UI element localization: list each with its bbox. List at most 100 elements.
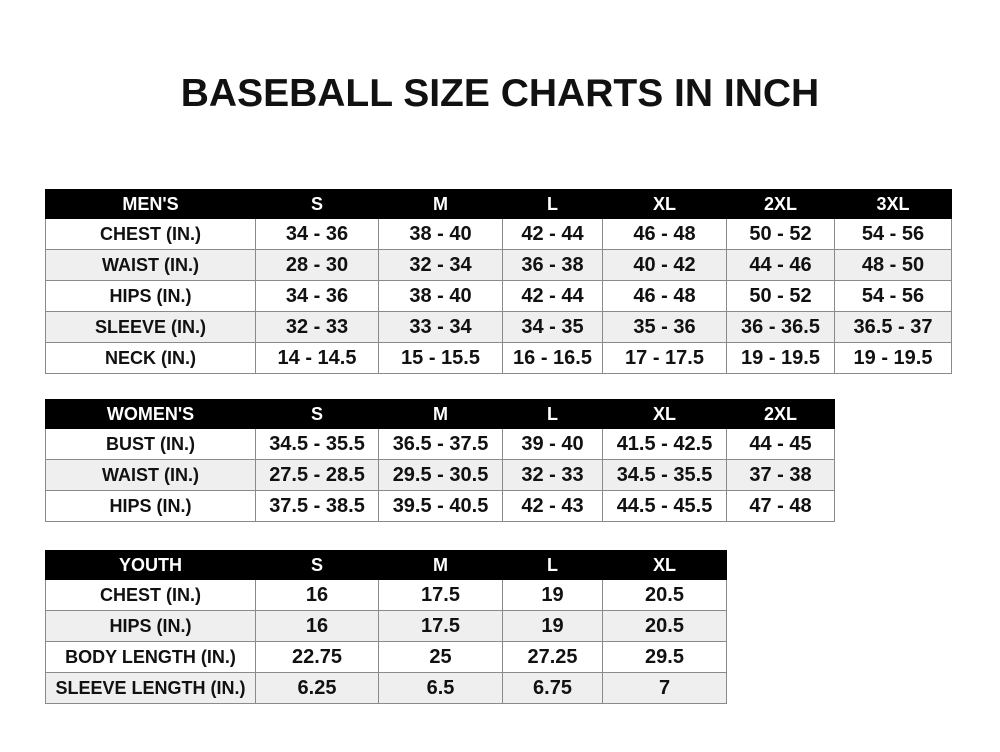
size-value: 54 - 56 (834, 280, 952, 312)
size-header: S (255, 399, 379, 429)
size-value: 17.5 (378, 579, 503, 611)
header-row: YOUTH S M L XL (45, 550, 727, 580)
size-value: 40 - 42 (602, 249, 727, 281)
size-value: 46 - 48 (602, 280, 727, 312)
table-row: WAIST (IN.) 28 - 30 32 - 34 36 - 38 40 - 42 4… (45, 249, 952, 281)
size-value: 19 - 19.5 (834, 342, 952, 374)
category-header: WOMEN'S (45, 399, 256, 429)
measurement-label: BODY LENGTH (IN.) (45, 641, 256, 673)
header-row: MEN'S S M L XL 2XL 3XL (45, 189, 952, 219)
size-value: 35 - 36 (602, 311, 727, 343)
measurement-label: SLEEVE (IN.) (45, 311, 256, 343)
table-row: HIPS (IN.) 34 - 36 38 - 40 42 - 44 46 - 48 50… (45, 280, 952, 312)
size-value: 46 - 48 (602, 218, 727, 250)
measurement-label: CHEST (IN.) (45, 579, 256, 611)
size-value: 16 (255, 610, 379, 642)
size-header: S (255, 550, 379, 580)
measurement-label: SLEEVE LENGTH (IN.) (45, 672, 256, 704)
size-value: 20.5 (602, 610, 727, 642)
youth-size-table: YOUTH S M L XL CHEST (IN.) 16 17.5 19 20.5 HIPS (I… (45, 550, 727, 704)
size-value: 16 (255, 579, 379, 611)
size-value: 54 - 56 (834, 218, 952, 250)
size-header: M (378, 189, 503, 219)
size-value: 15 - 15.5 (378, 342, 503, 374)
table-row: BODY LENGTH (IN.) 22.75 25 27.25 29.5 (45, 641, 727, 673)
size-value: 6.25 (255, 672, 379, 704)
size-value: 34.5 - 35.5 (255, 428, 379, 460)
size-header: L (502, 399, 603, 429)
table-row: NECK (IN.) 14 - 14.5 15 - 15.5 16 - 16.5 17 … (45, 342, 952, 374)
measurement-label: HIPS (IN.) (45, 610, 256, 642)
size-header: M (378, 550, 503, 580)
size-header: XL (602, 189, 727, 219)
size-value: 34.5 - 35.5 (602, 459, 727, 491)
size-value: 42 - 44 (502, 218, 603, 250)
size-value: 14 - 14.5 (255, 342, 379, 374)
size-value: 36 - 36.5 (726, 311, 835, 343)
size-value: 6.5 (378, 672, 503, 704)
measurement-label: WAIST (IN.) (45, 249, 256, 281)
size-value: 50 - 52 (726, 280, 835, 312)
measurement-label: NECK (IN.) (45, 342, 256, 374)
size-value: 22.75 (255, 641, 379, 673)
size-value: 20.5 (602, 579, 727, 611)
size-value: 27.5 - 28.5 (255, 459, 379, 491)
measurement-label: BUST (IN.) (45, 428, 256, 460)
size-header: L (502, 189, 603, 219)
size-value: 33 - 34 (378, 311, 503, 343)
size-value: 44 - 45 (726, 428, 835, 460)
size-header: 3XL (834, 189, 952, 219)
size-value: 48 - 50 (834, 249, 952, 281)
size-header: 2XL (726, 399, 835, 429)
table-row: CHEST (IN.) 16 17.5 19 20.5 (45, 579, 727, 611)
size-value: 27.25 (502, 641, 603, 673)
size-value: 34 - 36 (255, 218, 379, 250)
measurement-label: WAIST (IN.) (45, 459, 256, 491)
size-value: 25 (378, 641, 503, 673)
size-value: 32 - 33 (502, 459, 603, 491)
table-row: SLEEVE (IN.) 32 - 33 33 - 34 34 - 35 35 - 36… (45, 311, 952, 343)
size-value: 50 - 52 (726, 218, 835, 250)
size-value: 7 (602, 672, 727, 704)
mens-size-table: MEN'S S M L XL 2XL 3XL CHEST (IN.) 34 - 36 38 - 4… (45, 189, 952, 374)
size-value: 37.5 - 38.5 (255, 490, 379, 522)
page-title: BASEBALL SIZE CHARTS IN INCH (180, 72, 820, 115)
size-value: 17 - 17.5 (602, 342, 727, 374)
size-value: 28 - 30 (255, 249, 379, 281)
size-value: 34 - 35 (502, 311, 603, 343)
size-value: 36 - 38 (502, 249, 603, 281)
measurement-label: HIPS (IN.) (45, 490, 256, 522)
size-header: XL (602, 550, 727, 580)
table-row: SLEEVE LENGTH (IN.) 6.25 6.5 6.75 7 (45, 672, 727, 704)
size-value: 47 - 48 (726, 490, 835, 522)
size-value: 32 - 33 (255, 311, 379, 343)
table-row: HIPS (IN.) 16 17.5 19 20.5 (45, 610, 727, 642)
table-row: BUST (IN.) 34.5 - 35.5 36.5 - 37.5 39 - 40 4… (45, 428, 835, 460)
category-header: MEN'S (45, 189, 256, 219)
size-value: 41.5 - 42.5 (602, 428, 727, 460)
header-row: WOMEN'S S M L XL 2XL (45, 399, 835, 429)
category-header: YOUTH (45, 550, 256, 580)
size-header: L (502, 550, 603, 580)
table-row: HIPS (IN.) 37.5 - 38.5 39.5 - 40.5 42 - 43 4… (45, 490, 835, 522)
size-value: 16 - 16.5 (502, 342, 603, 374)
size-value: 36.5 - 37 (834, 311, 952, 343)
size-header: M (378, 399, 503, 429)
size-value: 19 (502, 579, 603, 611)
size-value: 44.5 - 45.5 (602, 490, 727, 522)
measurement-label: CHEST (IN.) (45, 218, 256, 250)
size-value: 32 - 34 (378, 249, 503, 281)
size-value: 29.5 (602, 641, 727, 673)
size-value: 42 - 44 (502, 280, 603, 312)
size-value: 44 - 46 (726, 249, 835, 281)
size-value: 17.5 (378, 610, 503, 642)
size-value: 38 - 40 (378, 280, 503, 312)
size-value: 39.5 - 40.5 (378, 490, 503, 522)
size-value: 6.75 (502, 672, 603, 704)
womens-size-table: WOMEN'S S M L XL 2XL BUST (IN.) 34.5 - 35.5 36.5… (45, 399, 835, 522)
size-header: 2XL (726, 189, 835, 219)
size-value: 39 - 40 (502, 428, 603, 460)
size-header: XL (602, 399, 727, 429)
table-row: CHEST (IN.) 34 - 36 38 - 40 42 - 44 46 - 48 5… (45, 218, 952, 250)
size-value: 38 - 40 (378, 218, 503, 250)
